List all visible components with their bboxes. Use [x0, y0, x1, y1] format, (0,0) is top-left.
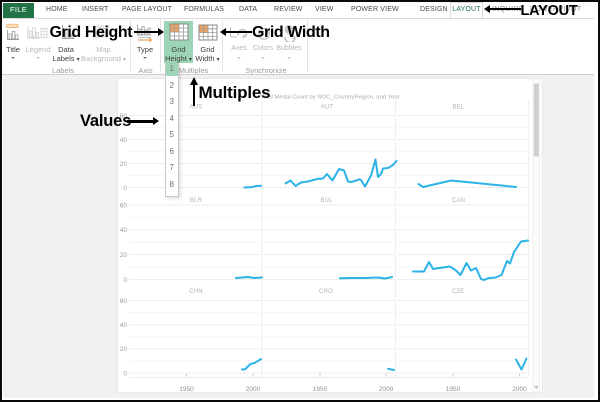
svg-text:BUL: BUL	[320, 198, 333, 204]
svg-text:40: 40	[120, 136, 128, 143]
svg-text:60: 60	[120, 112, 128, 119]
svg-text:60: 60	[120, 297, 128, 304]
svg-text:CRO: CRO	[319, 289, 333, 295]
svg-text:2000: 2000	[512, 386, 527, 393]
svg-text:2000: 2000	[246, 386, 261, 393]
svg-text:CZE: CZE	[452, 289, 465, 295]
svg-text:40: 40	[120, 227, 128, 234]
svg-text:1950: 1950	[179, 386, 194, 393]
svg-text:0: 0	[123, 276, 127, 283]
svg-text:0: 0	[123, 184, 127, 191]
svg-text:BLR: BLR	[190, 198, 203, 204]
svg-text:BEL: BEL	[453, 104, 465, 110]
svg-text:1950: 1950	[446, 386, 461, 393]
svg-text:60: 60	[120, 202, 128, 209]
svg-text:40: 40	[120, 322, 128, 329]
svg-text:2000: 2000	[379, 386, 394, 393]
svg-text:Total Medal Count by NOC_Count: Total Medal Count by NOC_CountryRegion, …	[260, 94, 399, 100]
svg-text:20: 20	[120, 251, 128, 258]
svg-text:CHN: CHN	[189, 289, 203, 295]
svg-text:1950: 1950	[313, 386, 328, 393]
svg-text:AUT: AUT	[321, 104, 334, 110]
svg-text:0: 0	[123, 370, 127, 377]
svg-text:20: 20	[120, 160, 128, 167]
svg-text:CAN: CAN	[452, 198, 465, 204]
svg-text:20: 20	[120, 346, 128, 353]
svg-text:AUS: AUS	[190, 104, 203, 110]
